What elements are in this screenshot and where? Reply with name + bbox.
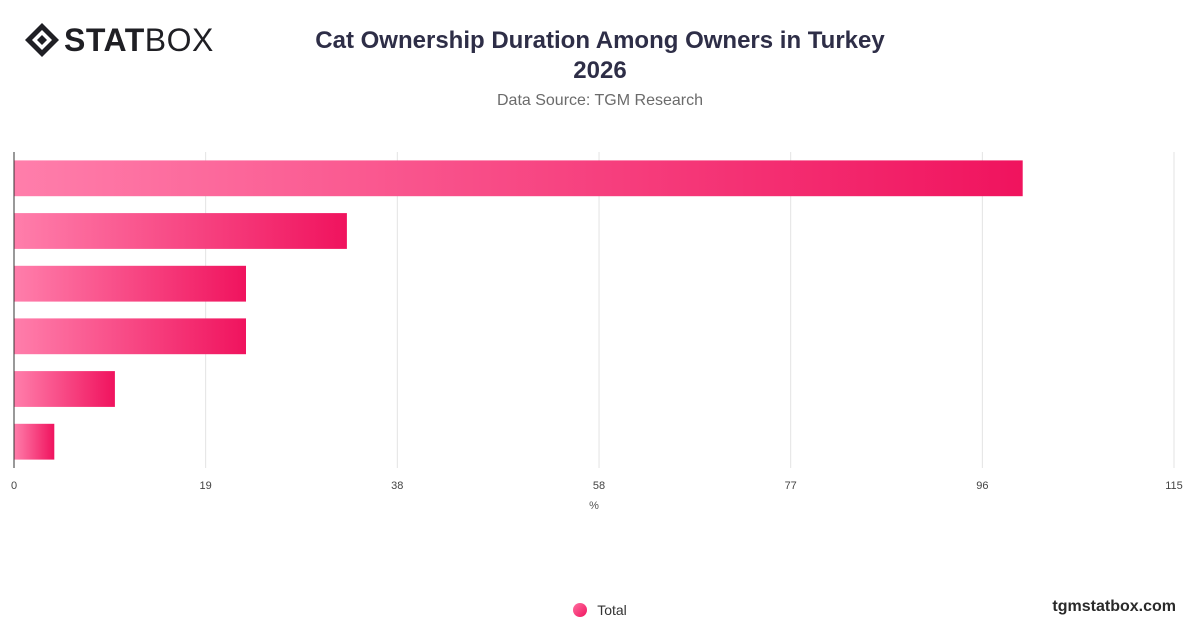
bar[interactable] — [14, 160, 1023, 197]
chart-title-year: 2026 — [573, 57, 627, 84]
watermark: tgmstatbox.com — [1052, 598, 1176, 615]
bar[interactable] — [14, 318, 246, 355]
chart-subtitle: Data Source: TGM Research — [496, 92, 703, 109]
x-tick-label: 96 — [976, 480, 988, 492]
bar[interactable] — [14, 423, 55, 460]
x-tick-label: 58 — [593, 480, 605, 492]
legend-marker-icon — [573, 603, 588, 617]
legend-label-total[interactable]: Total — [597, 602, 627, 618]
logo-wordmark: STATBOX — [64, 22, 214, 58]
logo-text-light: BOX — [144, 22, 214, 58]
statbox-logo: STATBOX — [24, 22, 214, 58]
logo-text-bold: STAT — [64, 22, 145, 58]
x-axis-label: % — [589, 500, 599, 512]
bar[interactable] — [14, 213, 347, 249]
x-tick-label: 19 — [200, 480, 212, 492]
diamond-logo-icon — [25, 23, 59, 57]
x-tick-label: 38 — [391, 480, 403, 492]
x-tick-label: 77 — [785, 480, 797, 492]
bar[interactable] — [14, 265, 246, 302]
chart-title: Cat Ownership Duration Among Owners in T… — [315, 27, 885, 54]
x-tick-label: 115 — [1165, 480, 1183, 492]
x-tick-label: 0 — [11, 480, 17, 492]
bar[interactable] — [14, 371, 115, 407]
legend[interactable]: Total — [0, 602, 1200, 618]
